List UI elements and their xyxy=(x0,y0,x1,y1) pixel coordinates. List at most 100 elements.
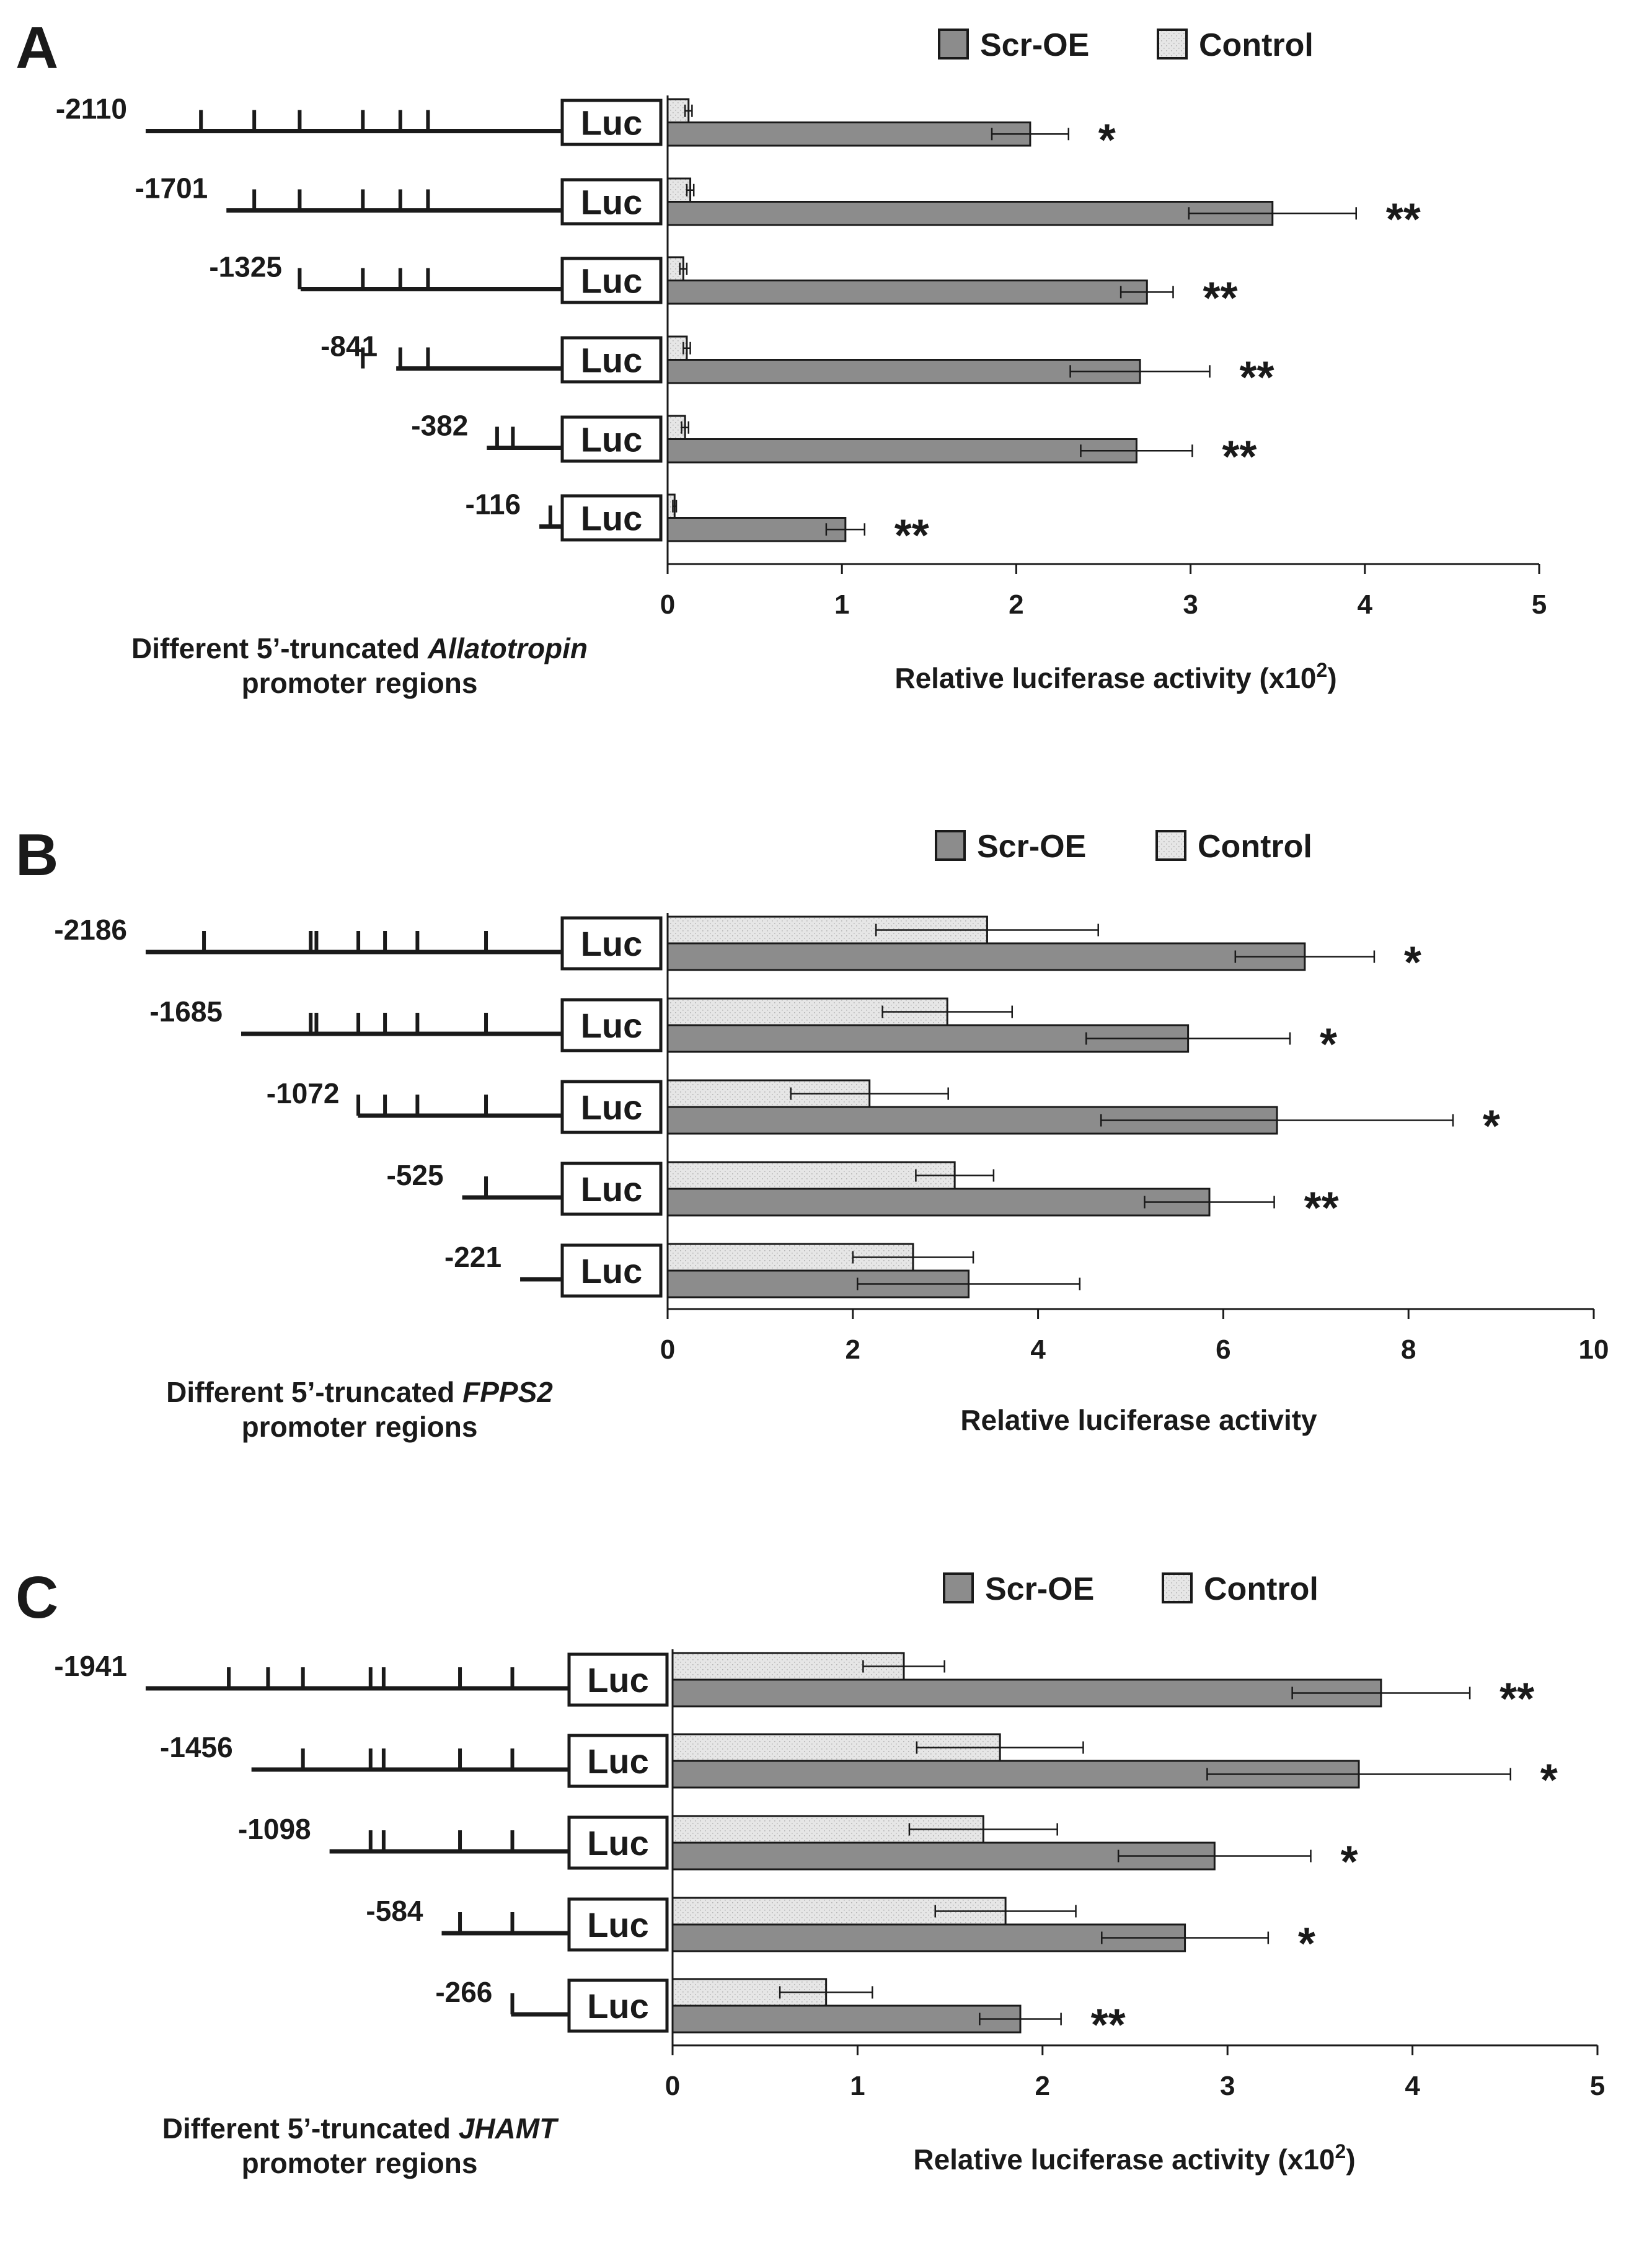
promoter-caption-line2: promoter regions xyxy=(242,2147,478,2179)
x-tick-label: 10 xyxy=(1579,1334,1609,1365)
x-tick-label: 1 xyxy=(850,2071,865,2101)
x-tick-label: 1 xyxy=(834,589,849,620)
panel-label: C xyxy=(15,1564,58,1631)
promoter-caption-line2: promoter regions xyxy=(242,667,478,699)
x-tick-label: 4 xyxy=(1030,1334,1046,1365)
promoter-row: -1325 Luc ** xyxy=(209,251,1237,324)
luc-box xyxy=(567,1978,669,2033)
luc-box xyxy=(560,1243,663,1298)
significance-mark: ** xyxy=(1203,273,1237,323)
luc-box xyxy=(567,1652,669,1707)
panel-b: B Scr-OE Control -2186 Luc * -1685 Luc * -1072 Luc… xyxy=(15,822,1609,1443)
legend-swatch-scr-oe xyxy=(935,830,966,861)
promoter-length-label: -1941 xyxy=(54,1650,127,1682)
significance-mark: * xyxy=(1098,115,1116,165)
x-axis-title: Relative luciferase activity (x102) xyxy=(894,659,1336,694)
promoter-row: -2186 Luc * xyxy=(54,914,1421,988)
x-axis-title: Relative luciferase activity xyxy=(960,1404,1317,1436)
panel-a: A Scr-OE Control -2110 Luc * -1701 Luc ** -1325 Lu… xyxy=(15,15,1547,699)
bar-control xyxy=(666,1161,956,1190)
promoter-caption: Different 5’-truncated Allatotropin xyxy=(131,632,588,664)
bar-scr-oe xyxy=(666,359,1141,384)
luc-box xyxy=(560,257,663,304)
promoter-row: -1456 Luc * xyxy=(160,1731,1558,1805)
luc-label: Luc xyxy=(587,1742,649,1781)
legend-label-scr-oe: Scr-OE xyxy=(977,829,1086,865)
bar-scr-oe xyxy=(666,1188,1211,1217)
luc-box xyxy=(560,336,663,384)
luc-label: Luc xyxy=(581,1170,643,1209)
legend-label-control: Control xyxy=(1199,27,1314,63)
luc-box xyxy=(567,1897,669,1952)
luc-label: Luc xyxy=(581,1251,643,1290)
luc-box xyxy=(560,998,663,1052)
luc-box xyxy=(560,1162,663,1216)
luc-box xyxy=(560,178,663,226)
promoter-caption: Different 5’-truncated JHAMT xyxy=(162,2112,559,2145)
luc-label: Luc xyxy=(587,1660,649,1700)
promoter-length-label: -2110 xyxy=(56,93,127,125)
bar-scr-oe xyxy=(666,942,1306,971)
panel-c: C Scr-OE Control-1941 Luc **-1456 Luc *-1098 Lu… xyxy=(15,1564,1605,2179)
promoter-row: -1072 Luc * xyxy=(267,1077,1500,1152)
x-tick-label: 5 xyxy=(1590,2071,1605,2101)
promoter-length-label: -1685 xyxy=(149,995,223,1028)
x-tick-label: 2 xyxy=(1035,2071,1050,2101)
promoter-row: -266 Luc ** xyxy=(435,1976,1125,2050)
legend-label-scr-oe: Scr-OE xyxy=(980,27,1089,63)
promoter-caption: Different 5’-truncated FPPS2 xyxy=(166,1376,553,1408)
promoter-row: -1685 Luc * xyxy=(149,995,1337,1070)
x-tick-label: 5 xyxy=(1532,589,1547,620)
x-tick-label: 6 xyxy=(1216,1334,1230,1365)
promoter-length-label: -525 xyxy=(387,1159,444,1191)
x-tick-label: 4 xyxy=(1358,589,1373,620)
luc-label: Luc xyxy=(581,499,643,538)
luc-label: Luc xyxy=(581,1006,643,1045)
luc-label: Luc xyxy=(587,1905,649,1944)
bar-scr-oe xyxy=(666,201,1274,226)
x-tick-label: 0 xyxy=(660,1334,675,1365)
luc-box xyxy=(560,916,663,971)
luc-box xyxy=(560,1080,663,1134)
x-tick-label: 2 xyxy=(846,1334,860,1365)
luc-label: Luc xyxy=(581,924,643,963)
x-tick-label: 3 xyxy=(1183,589,1198,620)
bar-scr-oe xyxy=(671,2004,1022,2034)
significance-mark: ** xyxy=(1240,353,1274,402)
significance-mark: ** xyxy=(1222,432,1257,482)
x-tick-label: 8 xyxy=(1401,1334,1416,1365)
legend-swatch-scr-oe xyxy=(938,29,969,60)
significance-mark: ** xyxy=(1304,1184,1339,1233)
promoter-length-label: -1072 xyxy=(267,1077,340,1109)
legend-swatch-control xyxy=(1157,29,1188,60)
promoter-row: -1098 Luc * xyxy=(238,1813,1358,1887)
significance-mark: ** xyxy=(1500,1675,1534,1724)
significance-mark: ** xyxy=(1386,195,1421,244)
x-tick-label: 4 xyxy=(1405,2071,1420,2101)
promoter-row: -221 Luc xyxy=(444,1241,1081,1298)
promoter-caption-line2: promoter regions xyxy=(242,1411,478,1443)
significance-mark: * xyxy=(1404,938,1421,988)
luc-label: Luc xyxy=(581,420,643,459)
promoter-row: -2110 Luc * xyxy=(56,93,1116,165)
bar-scr-oe xyxy=(666,438,1137,464)
luc-label: Luc xyxy=(581,1088,643,1127)
promoter-length-label: -382 xyxy=(411,410,468,442)
promoter-row: -1701 Luc ** xyxy=(135,172,1421,245)
promoter-row: -116 Luc ** xyxy=(466,488,929,561)
x-tick-label: 2 xyxy=(1009,589,1023,620)
luc-label: Luc xyxy=(587,1823,649,1863)
promoter-length-label: -116 xyxy=(466,488,521,521)
luc-label: Luc xyxy=(581,104,643,143)
promoter-length-label: -1325 xyxy=(209,251,282,283)
promoter-length-label: -266 xyxy=(435,1976,492,2008)
promoter-length-label: -584 xyxy=(366,1895,423,1927)
bar-scr-oe xyxy=(666,280,1148,305)
panel-label: A xyxy=(15,15,58,81)
legend-swatch-control xyxy=(1162,1572,1193,1603)
luc-label: Luc xyxy=(581,262,643,301)
x-tick-label: 0 xyxy=(665,2071,680,2101)
luc-box xyxy=(560,494,663,542)
promoter-row: -584 Luc * xyxy=(366,1895,1315,1969)
